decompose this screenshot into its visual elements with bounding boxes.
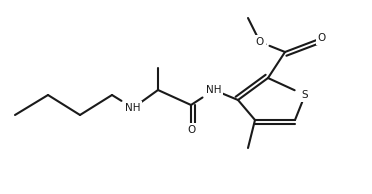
Text: S: S: [302, 90, 308, 100]
Text: O: O: [318, 33, 326, 43]
Text: NH: NH: [206, 85, 222, 95]
Text: O: O: [256, 37, 264, 47]
Text: NH: NH: [125, 103, 141, 113]
Text: O: O: [187, 125, 195, 135]
